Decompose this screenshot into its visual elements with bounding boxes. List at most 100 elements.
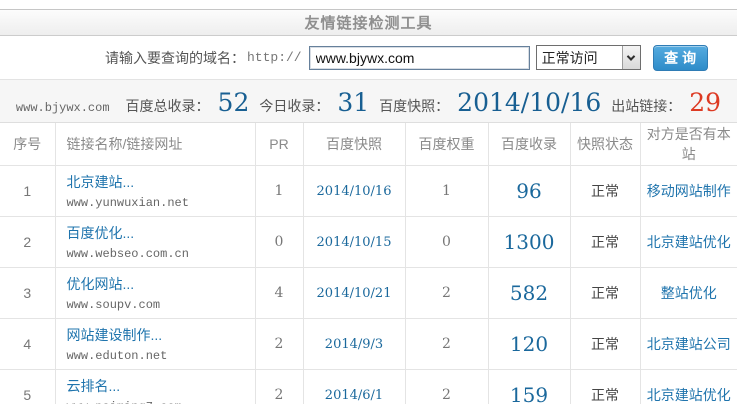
site-url: www.soupv.com: [66, 297, 161, 312]
cell-included: 96: [488, 165, 571, 217]
stats-bar: www.bjywx.com 百度总收录： 52 今日收录： 31 百度快照： 2…: [0, 79, 737, 123]
stat-value-today-included: 31: [337, 88, 370, 117]
chevron-down-icon: [626, 51, 636, 61]
cell-pr: 2: [255, 369, 304, 404]
cell-name-url: 百度优化... www.webseo.com.cn: [55, 216, 256, 268]
cell-reciprocal: 移动网站制作: [640, 165, 737, 217]
cell-index: 1: [0, 165, 56, 217]
reciprocal-link[interactable]: 整站优化: [660, 284, 717, 301]
snapshot-date-link[interactable]: 2014/10/21: [316, 286, 392, 301]
site-name-link[interactable]: 百度优化...: [66, 224, 135, 241]
stat-value-outbound-links: 29: [689, 88, 722, 117]
cell-pr: 0: [255, 216, 304, 268]
cell-status: 正常: [570, 216, 641, 268]
domain-input[interactable]: [308, 45, 530, 70]
table-row: 5 云排名... www.paiming7.com 2 2014/6/1 2 1…: [0, 369, 737, 404]
domain-input-label: 请输入要查询的域名：: [105, 49, 245, 66]
stat-label-outbound-links: 出站链接：: [611, 98, 682, 114]
query-button[interactable]: 查询: [652, 44, 708, 71]
site-url: www.yunwuxian.net: [66, 195, 189, 210]
included-count-link[interactable]: 1300: [503, 229, 555, 254]
query-form: 请输入要查询的域名： http:// 正常访问 查询: [0, 36, 737, 79]
cell-pr: 1: [255, 165, 304, 217]
cell-included: 1300: [488, 216, 571, 268]
cell-snapshot: 2014/9/3: [303, 318, 406, 370]
col-header-index: 序号: [0, 123, 56, 166]
cell-included: 159: [488, 369, 571, 404]
cell-reciprocal: 整站优化: [640, 267, 737, 319]
table-row: 1 北京建站... www.yunwuxian.net 1 2014/10/16…: [0, 165, 737, 217]
cell-status: 正常: [570, 165, 641, 217]
cell-status: 正常: [570, 369, 641, 404]
snapshot-status: 正常: [591, 233, 619, 250]
site-name-link[interactable]: 云排名...: [66, 377, 121, 394]
cell-index: 3: [0, 267, 56, 319]
cell-name-url: 优化网站... www.soupv.com: [55, 267, 256, 319]
site-url: www.paiming7.com: [67, 400, 255, 404]
cell-status: 正常: [570, 318, 641, 370]
cell-reciprocal: 北京建站优化: [640, 216, 737, 268]
top-strip: [0, 0, 737, 9]
protocol-prefix: http://: [247, 50, 302, 65]
status-select[interactable]: 正常访问: [535, 45, 641, 70]
cell-index: 5: [0, 369, 56, 404]
included-count-link[interactable]: 96: [516, 178, 542, 203]
table-row: 3 优化网站... www.soupv.com 4 2014/10/21 2 5…: [0, 267, 737, 319]
cell-name-url: 北京建站... www.yunwuxian.net: [55, 165, 256, 217]
reciprocal-link[interactable]: 移动网站制作: [646, 182, 731, 199]
reciprocal-link[interactable]: 北京建站公司: [646, 335, 731, 352]
cell-snapshot: 2014/10/16: [303, 165, 406, 217]
snapshot-date-link[interactable]: 2014/9/3: [324, 337, 384, 352]
col-header-weight: 百度权重: [405, 123, 489, 166]
select-dropdown-button[interactable]: [621, 46, 640, 69]
col-header-pr: PR: [255, 123, 304, 166]
page-header: 友情链接检测工具: [0, 9, 737, 36]
cell-name-url: 网站建设制作... www.eduton.net: [55, 318, 256, 370]
stat-value-baidu-snapshot: 2014/10/16: [457, 88, 602, 117]
cell-index: 2: [0, 216, 56, 268]
stat-value-total-included: 52: [217, 88, 250, 117]
cell-included: 120: [488, 318, 571, 370]
cell-reciprocal: 北京建站公司: [640, 318, 737, 370]
cell-pr: 4: [255, 267, 304, 319]
table-header-row: 序号 链接名称/链接网址 PR 百度快照 百度权重 百度收录 快照状态 对方是否…: [0, 123, 737, 166]
cell-weight: 0: [405, 216, 489, 268]
cell-weight: 2: [405, 369, 489, 404]
cell-snapshot: 2014/10/21: [303, 267, 406, 319]
cell-reciprocal: 北京建站优化: [640, 369, 737, 404]
site-name-link[interactable]: 网站建设制作...: [66, 326, 163, 343]
links-table: 序号 链接名称/链接网址 PR 百度快照 百度权重 百度收录 快照状态 对方是否…: [0, 123, 737, 404]
cell-status: 正常: [570, 267, 641, 319]
cell-included: 582: [488, 267, 571, 319]
snapshot-status: 正常: [591, 284, 619, 301]
site-name-link[interactable]: 优化网站...: [66, 275, 135, 292]
col-header-snapshot: 百度快照: [303, 123, 406, 166]
stat-label-baidu-snapshot: 百度快照：: [379, 98, 450, 114]
cell-snapshot: 2014/6/1: [303, 369, 406, 404]
col-header-name-url: 链接名称/链接网址: [55, 123, 256, 166]
snapshot-date-link[interactable]: 2014/10/15: [316, 235, 392, 250]
col-header-reciprocal: 对方是否有本站: [640, 123, 737, 166]
page-title: 友情链接检测工具: [304, 15, 433, 32]
cell-name-url: 云排名... www.paiming7.com: [55, 369, 256, 404]
included-count-link[interactable]: 582: [509, 280, 549, 305]
cell-snapshot: 2014/10/15: [303, 216, 406, 268]
included-count-link[interactable]: 120: [509, 331, 549, 356]
stat-label-today-included: 今日收录：: [259, 98, 330, 114]
site-name-link[interactable]: 北京建站...: [66, 173, 135, 190]
stat-label-total-included: 百度总收录：: [125, 98, 210, 114]
snapshot-date-link[interactable]: 2014/6/1: [324, 388, 384, 403]
site-url: www.eduton.net: [66, 348, 168, 363]
reciprocal-link[interactable]: 北京建站优化: [646, 233, 731, 250]
snapshot-status: 正常: [591, 182, 619, 199]
cell-weight: 1: [405, 165, 489, 217]
stats-domain: www.bjywx.com: [15, 101, 110, 115]
col-header-status: 快照状态: [570, 123, 641, 166]
reciprocal-link[interactable]: 北京建站优化: [646, 386, 731, 403]
status-select-value: 正常访问: [541, 49, 598, 66]
site-url: www.webseo.com.cn: [66, 246, 189, 261]
included-count-link[interactable]: 159: [509, 382, 549, 404]
snapshot-date-link[interactable]: 2014/10/16: [316, 184, 392, 199]
table-row: 4 网站建设制作... www.eduton.net 2 2014/9/3 2 …: [0, 318, 737, 370]
